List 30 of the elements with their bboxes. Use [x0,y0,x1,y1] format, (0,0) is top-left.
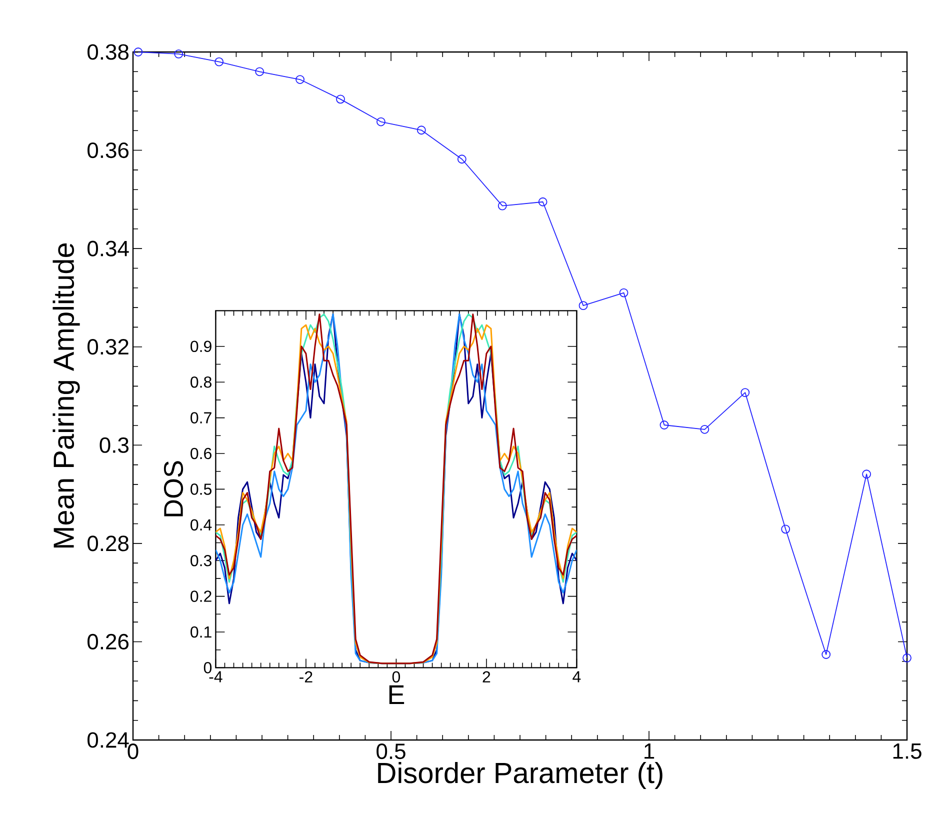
y-tick-label: 0.28 [88,536,129,552]
y-tick-label: 0.32 [88,339,128,355]
x-tick-label: 1.5 [893,744,922,759]
x-tick-label: -2 [300,671,312,682]
x-axis-title: Disorder Parameter (t) [378,762,662,789]
y-tick-label: 0.36 [88,142,129,158]
y-tick-label: 0.6 [190,448,212,460]
y-tick-label: 0.3 [100,437,129,453]
x-tick-label: -4 [209,671,222,682]
y-tick-label: 0.1 [190,626,212,638]
y-tick-label: 0.38 [88,44,129,60]
y-tick-label: 0.34 [88,240,129,256]
y-tick-label: 0.7 [190,412,212,424]
x-tick-label: 2 [482,671,490,682]
x-tick-label: 0.5 [376,744,406,760]
x-axis-title: E [389,685,404,704]
y-axis-title: Mean Pairing Amplitude [52,243,80,548]
x-tick-label: 0 [392,671,400,683]
y-tick-label: 0.3 [190,554,212,566]
y-tick-label: 0.5 [190,484,212,495]
x-tick-label: 4 [572,671,581,682]
y-tick-label: 0.2 [190,590,212,602]
y-axis-title: DOS [164,461,184,516]
x-tick-label: 1 [644,744,654,759]
y-tick-label: 0 [204,662,212,674]
y-tick-label: 0.9 [190,340,212,352]
y-tick-label: 0.26 [88,634,129,650]
y-tick-label: 0.4 [190,519,212,531]
y-tick-label: 0.8 [190,376,212,388]
y-tick-label: 0.24 [88,732,129,748]
